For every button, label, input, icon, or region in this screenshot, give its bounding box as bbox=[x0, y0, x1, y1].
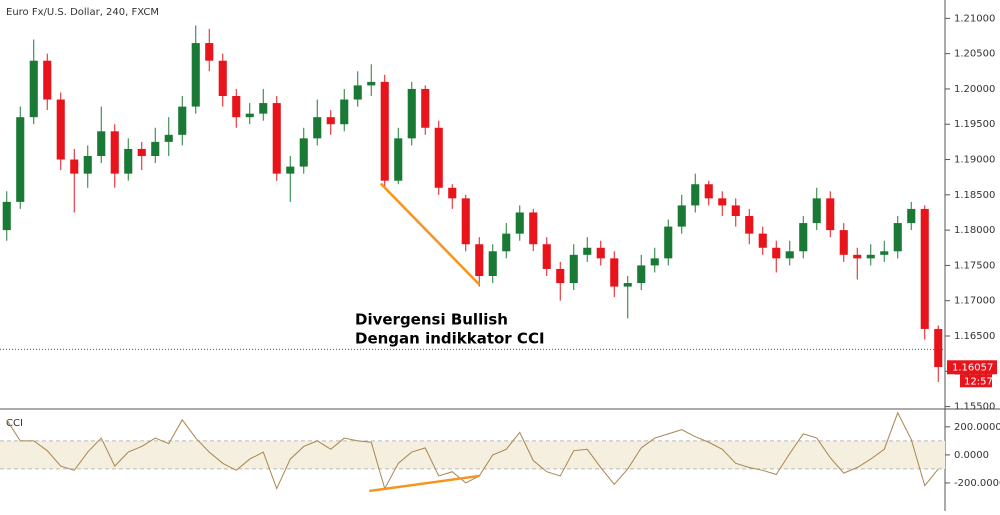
candle-body bbox=[664, 226, 673, 259]
annotation: Divergensi Bullish bbox=[355, 311, 508, 329]
candle-body bbox=[353, 85, 362, 100]
y-tick-label: 1.16500 bbox=[954, 331, 995, 342]
candle-body bbox=[340, 99, 349, 125]
y-tick-label: 1.19000 bbox=[954, 155, 995, 166]
y-tick-label: 1.18000 bbox=[954, 225, 995, 236]
y-tick-label: 1.20500 bbox=[954, 49, 995, 60]
candle-body bbox=[772, 247, 781, 259]
candle-body bbox=[880, 251, 889, 255]
candle-body bbox=[704, 184, 713, 199]
candle-body bbox=[29, 60, 38, 118]
y-tick-label: 1.17500 bbox=[954, 260, 995, 271]
candle-body bbox=[502, 233, 511, 252]
candle-body bbox=[97, 131, 106, 156]
candle-body bbox=[286, 166, 295, 174]
candle-body bbox=[920, 208, 929, 329]
candle-body bbox=[70, 159, 79, 174]
candle-body bbox=[745, 216, 754, 234]
candle-body bbox=[421, 88, 430, 128]
candle-body bbox=[758, 233, 767, 248]
y-tick-label: 0.0000 bbox=[954, 450, 989, 461]
candle-body bbox=[110, 131, 119, 174]
candle-body bbox=[43, 60, 52, 100]
candle-body bbox=[218, 60, 227, 96]
candle-body bbox=[826, 198, 835, 231]
y-tick-label: 1.15500 bbox=[954, 402, 995, 413]
candle-body bbox=[677, 205, 686, 227]
candle-body bbox=[272, 103, 281, 174]
candle-body bbox=[299, 138, 308, 167]
y-tick-label: 1.20000 bbox=[954, 84, 995, 95]
y-tick-label: 1.17000 bbox=[954, 296, 995, 307]
candle-body bbox=[934, 328, 943, 368]
price-tag bbox=[947, 360, 997, 375]
divergence-line bbox=[379, 182, 481, 286]
cci-line bbox=[6, 411, 939, 490]
chart-title: Euro Fx/U.S. Dollar, 240, FXCM bbox=[6, 7, 159, 18]
y-tick-label: 1.18500 bbox=[954, 190, 995, 201]
candle-body bbox=[245, 113, 254, 118]
candle-body bbox=[893, 223, 902, 252]
candle-body bbox=[164, 134, 173, 142]
candle-body bbox=[407, 88, 416, 139]
candle-body bbox=[785, 251, 794, 259]
price-tag-label: 1.16057 bbox=[952, 362, 993, 373]
y-tick-label: 1.21000 bbox=[954, 13, 995, 24]
annotation: Dengan indikkator CCI bbox=[355, 330, 545, 348]
candle-body bbox=[839, 230, 848, 255]
candle-body bbox=[83, 156, 92, 174]
candle-body bbox=[137, 148, 146, 156]
candle-body bbox=[718, 198, 727, 206]
y-tick-label: 1.19500 bbox=[954, 119, 995, 130]
candle-body bbox=[367, 81, 376, 86]
candle-body bbox=[583, 247, 592, 255]
candle-body bbox=[799, 223, 808, 252]
candle-body bbox=[326, 117, 335, 125]
cci-band bbox=[0, 440, 945, 469]
candle-body bbox=[124, 148, 133, 174]
candle-body bbox=[596, 247, 605, 259]
candle-body bbox=[907, 208, 916, 224]
divergence-line bbox=[369, 474, 480, 493]
candle-body bbox=[151, 141, 160, 156]
candle-body bbox=[853, 254, 862, 259]
candle-body bbox=[2, 201, 11, 231]
y-tick-label: 200.0000 bbox=[954, 422, 1000, 433]
candle-body bbox=[205, 43, 214, 61]
time-tag bbox=[960, 374, 992, 388]
candle-body bbox=[259, 103, 268, 114]
candle-body bbox=[434, 127, 443, 188]
candle-body bbox=[637, 265, 646, 284]
candle-body bbox=[56, 99, 65, 160]
candle-body bbox=[461, 198, 470, 245]
candle-body bbox=[448, 187, 457, 199]
candle-body bbox=[178, 106, 187, 135]
candle-body bbox=[866, 254, 875, 259]
candle-body bbox=[812, 198, 821, 224]
candle-body bbox=[515, 212, 524, 234]
candle-body bbox=[691, 184, 700, 206]
indicator-name: CCI bbox=[6, 418, 23, 429]
candle-body bbox=[623, 283, 632, 287]
candle-body bbox=[650, 258, 659, 266]
candle-body bbox=[488, 251, 497, 276]
candle-body bbox=[191, 43, 200, 107]
candle-body bbox=[542, 244, 551, 269]
candle-body bbox=[529, 212, 538, 245]
time-tag-label: 12:57 bbox=[964, 376, 993, 387]
y-tick-label: -200.0000 bbox=[954, 478, 1000, 489]
candle-body bbox=[610, 258, 619, 287]
candle-body bbox=[556, 268, 565, 284]
candle-body bbox=[731, 205, 740, 216]
candle-body bbox=[475, 244, 484, 276]
candle-body bbox=[313, 117, 322, 139]
candle-body bbox=[16, 117, 25, 202]
candle-body bbox=[380, 81, 389, 181]
candle-body bbox=[569, 254, 578, 284]
candle-body bbox=[232, 96, 241, 118]
candle-body bbox=[394, 138, 403, 181]
